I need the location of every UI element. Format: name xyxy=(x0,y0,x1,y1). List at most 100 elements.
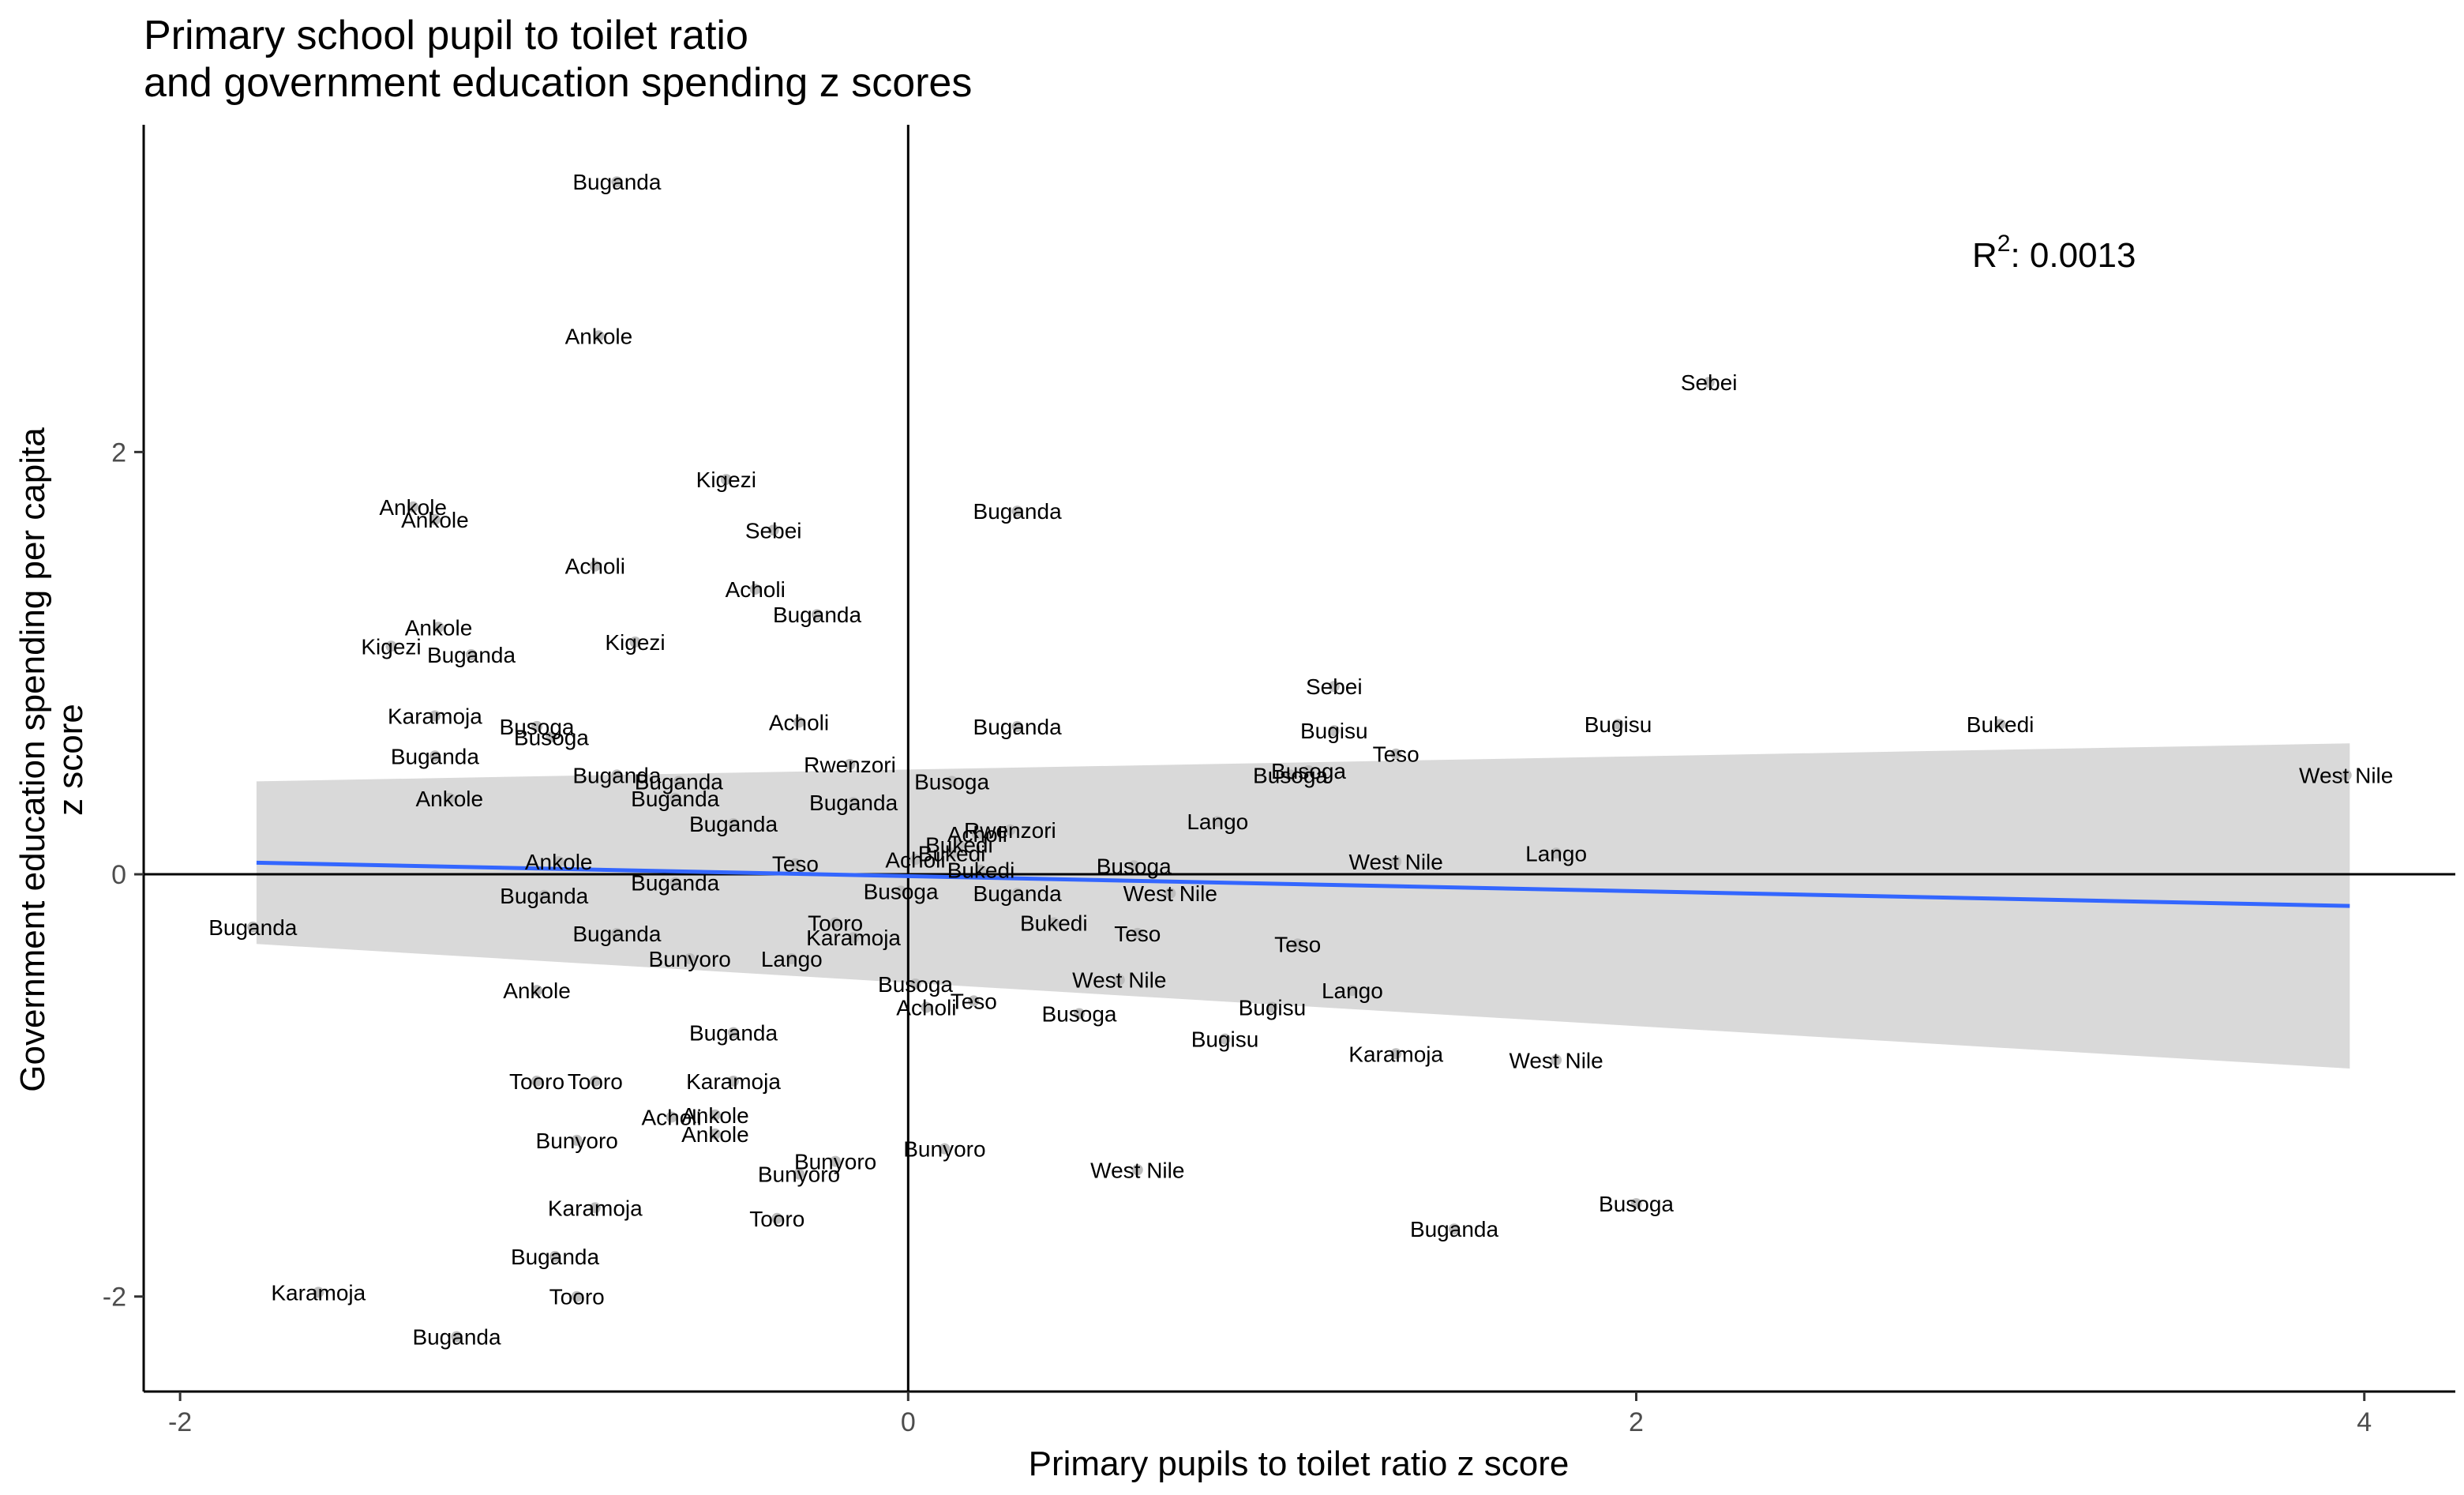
point-label-12: Kigezi xyxy=(361,634,421,659)
point-label-67: Teso xyxy=(951,989,997,1013)
data-point-59 xyxy=(848,932,860,944)
x-tick-label-3: 4 xyxy=(2357,1407,2372,1437)
point-label-62: Lango xyxy=(761,947,823,971)
y-tick-label-2: 2 xyxy=(111,438,126,468)
point-label-42: Bukedi xyxy=(947,858,1015,883)
data-point-53 xyxy=(1011,888,1023,900)
data-point-47 xyxy=(909,854,921,866)
y-tick-label-0: -2 xyxy=(103,1283,126,1313)
point-label-63: Ankole xyxy=(503,979,571,1003)
data-point-77 xyxy=(728,1076,739,1087)
point-label-35: Buganda xyxy=(809,791,898,815)
point-label-86: Karamoja xyxy=(548,1196,643,1220)
point-label-24: Buganda xyxy=(391,744,480,768)
point-label-69: Bugisu xyxy=(1239,996,1307,1020)
data-point-75 xyxy=(589,1076,601,1087)
data-point-50 xyxy=(1164,888,1176,900)
point-label-57: Teso xyxy=(1114,922,1161,946)
point-label-21: Bugisu xyxy=(1300,719,1368,743)
point-label-34: Buganda xyxy=(631,787,720,811)
point-label-46: Ankole xyxy=(525,850,593,874)
point-label-74: West Nile xyxy=(1509,1048,1603,1072)
point-label-71: Buganda xyxy=(689,1021,778,1046)
point-label-17: Busoga xyxy=(500,715,575,739)
trend-line xyxy=(256,860,2350,908)
data-point-31 xyxy=(673,776,684,787)
point-label-11: Ankole xyxy=(405,615,473,640)
point-label-93: Buganda xyxy=(412,1325,501,1350)
point-label-90: Buganda xyxy=(511,1245,600,1269)
point-label-38: Rwenzori xyxy=(964,818,1056,843)
data-point-56 xyxy=(1048,917,1059,929)
data-point-40 xyxy=(953,839,965,851)
data-point-19 xyxy=(793,716,804,728)
point-label-1: Ankole xyxy=(565,324,633,348)
data-point-29 xyxy=(2340,769,2352,781)
point-label-20: Buganda xyxy=(973,715,1063,739)
y-axis-title-line-2: z score xyxy=(51,704,90,816)
point-label-48: Teso xyxy=(772,852,819,877)
data-point-10 xyxy=(812,609,823,621)
x-axis-title: Primary pupils to toilet ratio z score xyxy=(1029,1444,1570,1483)
r-squared-superscript: 2 xyxy=(1997,231,2011,257)
point-label-30: Buganda xyxy=(572,763,662,787)
point-label-60: Teso xyxy=(1274,932,1321,956)
data-point-35 xyxy=(848,797,860,809)
point-label-73: Karamoja xyxy=(1348,1042,1443,1066)
point-label-59: Karamoja xyxy=(806,926,901,950)
point-label-66: Busoga xyxy=(878,972,953,997)
data-point-17 xyxy=(531,720,542,732)
x-tick-label-1: 0 xyxy=(901,1407,916,1437)
data-point-42 xyxy=(975,864,987,876)
point-label-36: Lango xyxy=(1187,809,1248,834)
data-point-66 xyxy=(909,979,921,990)
data-point-14 xyxy=(629,637,641,648)
data-point-48 xyxy=(789,858,801,870)
point-label-4: Ankole xyxy=(401,508,469,532)
data-point-26 xyxy=(1390,748,1402,760)
data-point-92 xyxy=(571,1290,583,1302)
point-label-72: Bugisu xyxy=(1191,1027,1259,1052)
point-label-52: Busoga xyxy=(864,879,939,903)
point-label-58: Buganda xyxy=(572,922,662,946)
point-label-15: Sebei xyxy=(1306,674,1363,699)
data-point-15 xyxy=(1328,681,1340,693)
data-point-51 xyxy=(538,889,550,901)
data-point-71 xyxy=(728,1027,739,1039)
point-label-5: Kigezi xyxy=(696,468,756,492)
x-tick-label-0: -2 xyxy=(168,1407,192,1437)
point-label-33: Ankole xyxy=(415,787,483,811)
point-label-32: Busoga xyxy=(914,769,989,794)
point-label-51: Buganda xyxy=(500,884,589,908)
data-point-83 xyxy=(830,1155,842,1167)
point-label-55: Tooro xyxy=(808,911,863,936)
data-point-36 xyxy=(1212,816,1224,828)
data-point-63 xyxy=(531,985,542,997)
data-point-41 xyxy=(946,847,958,859)
point-label-75: Tooro xyxy=(568,1069,623,1094)
point-label-45: Busoga xyxy=(1097,854,1172,878)
data-point-27 xyxy=(1303,765,1315,776)
data-point-60 xyxy=(1292,938,1303,950)
point-label-81: Bunyoro xyxy=(536,1129,618,1153)
point-label-61: Bunyoro xyxy=(649,947,731,971)
confidence-ribbon xyxy=(256,743,2350,1069)
point-label-19: Acholi xyxy=(769,711,829,735)
point-label-28: Busoga xyxy=(1253,763,1328,787)
data-point-65 xyxy=(1346,985,1358,997)
data-point-28 xyxy=(1285,769,1296,781)
point-label-14: Kigezi xyxy=(605,630,665,655)
data-point-73 xyxy=(1390,1048,1402,1060)
data-point-34 xyxy=(669,792,681,804)
r-squared-annotation: R2: 0.0013 xyxy=(1972,231,2136,275)
data-point-33 xyxy=(444,792,456,804)
point-label-41: Bukedi xyxy=(918,841,986,866)
point-label-80: Ankole xyxy=(681,1122,749,1147)
data-point-70 xyxy=(1074,1008,1085,1020)
data-point-9 xyxy=(749,584,761,595)
data-point-80 xyxy=(709,1128,721,1140)
point-label-68: Acholi xyxy=(896,996,956,1020)
data-point-11 xyxy=(433,622,444,633)
data-point-16 xyxy=(429,710,441,722)
